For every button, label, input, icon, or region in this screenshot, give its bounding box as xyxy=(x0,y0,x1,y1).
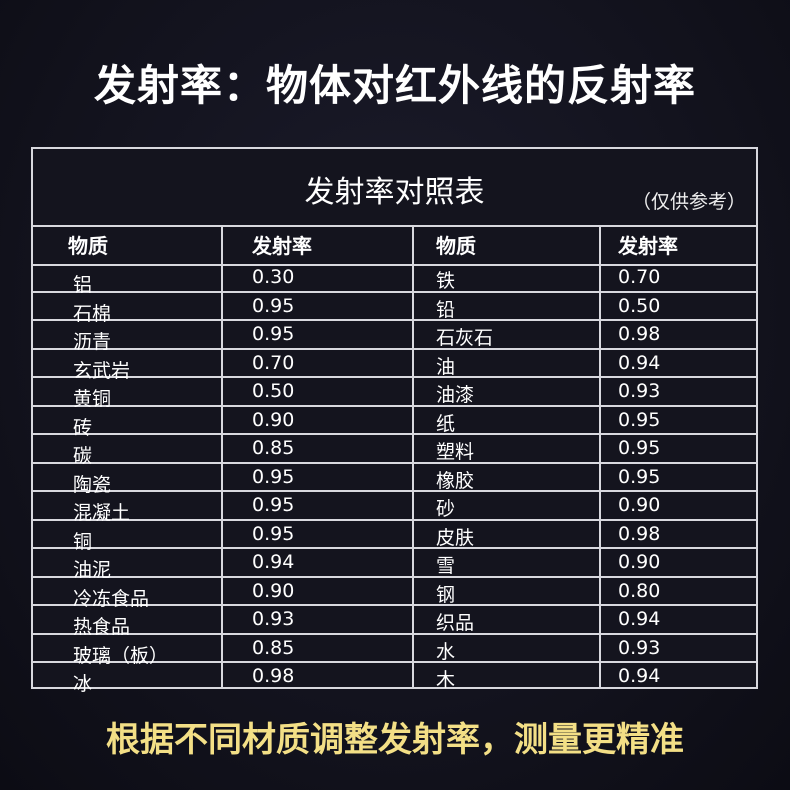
cell-substance: 雪 xyxy=(436,555,456,577)
header-substance: 物质 xyxy=(68,234,108,258)
cell-emissivity: 0.30 xyxy=(252,266,295,288)
table-row: 冷冻食品 0.90 钢 0.80 xyxy=(33,578,756,610)
cell-substance: 木 xyxy=(436,669,456,691)
cell-emissivity: 0.93 xyxy=(618,636,661,659)
cell-substance: 油漆 xyxy=(436,384,475,406)
cell-substance: 冰 xyxy=(73,673,93,695)
cell-emissivity: 0.93 xyxy=(618,380,661,402)
cell-substance: 铁 xyxy=(436,270,456,292)
table-row: 沥青 0.95 石灰石 0.98 xyxy=(33,321,756,353)
cell-emissivity: 0.98 xyxy=(618,323,661,345)
column-divider xyxy=(221,225,223,687)
column-divider xyxy=(412,225,414,687)
cell-emissivity: 0.90 xyxy=(252,408,295,431)
cell-emissivity: 0.50 xyxy=(618,294,661,317)
cell-emissivity: 0.93 xyxy=(252,608,295,630)
cell-substance: 织品 xyxy=(436,612,475,634)
cell-emissivity: 0.95 xyxy=(252,294,295,317)
table-row: 铜 0.95 皮肤 0.98 xyxy=(33,521,756,553)
header-substance: 物质 xyxy=(436,234,476,258)
cell-emissivity: 0.85 xyxy=(252,636,295,659)
table-row: 冰 0.98 木 0.94 xyxy=(33,663,756,695)
table-row: 碳 0.85 塑料 0.95 xyxy=(33,435,756,467)
table-title-row: 发射率对照表 （仅供参考） xyxy=(33,149,756,227)
cell-substance: 碳 xyxy=(73,445,93,467)
table-row: 陶瓷 0.95 橡胶 0.95 xyxy=(33,464,756,496)
cell-emissivity: 0.70 xyxy=(618,266,661,288)
cell-emissivity: 0.94 xyxy=(618,665,661,687)
cell-emissivity: 0.50 xyxy=(252,380,295,402)
cell-substance: 沥青 xyxy=(73,331,112,353)
cell-emissivity: 0.95 xyxy=(618,437,661,459)
cell-substance: 皮肤 xyxy=(436,526,475,549)
cell-substance: 玻璃（板） xyxy=(73,644,169,667)
cell-emissivity: 0.95 xyxy=(618,408,661,431)
table-body: 铝 0.30 铁 0.70 石棉 0.95 铅 0.50 沥青 0.95 石灰石 0.98 玄武岩 0.7… xyxy=(33,264,756,695)
cell-emissivity: 0.90 xyxy=(618,494,661,516)
table-row: 铝 0.30 铁 0.70 xyxy=(33,264,756,296)
cell-emissivity: 0.90 xyxy=(618,551,661,573)
cell-substance: 钢 xyxy=(436,583,456,606)
cell-substance: 纸 xyxy=(436,412,456,435)
cell-emissivity: 0.98 xyxy=(252,665,295,687)
cell-emissivity: 0.95 xyxy=(252,323,295,345)
cell-emissivity: 0.95 xyxy=(618,465,661,488)
cell-emissivity: 0.95 xyxy=(252,522,295,545)
column-divider xyxy=(599,225,601,687)
cell-substance: 热食品 xyxy=(73,616,131,638)
cell-substance: 油 xyxy=(436,355,456,378)
table-row: 砖 0.90 纸 0.95 xyxy=(33,407,756,439)
cell-emissivity: 0.98 xyxy=(618,522,661,545)
cell-substance: 铅 xyxy=(436,298,456,321)
cell-substance: 混凝土 xyxy=(73,502,131,524)
cell-substance: 黄铜 xyxy=(73,388,112,410)
table-row: 黄铜 0.50 油漆 0.93 xyxy=(33,378,756,410)
cell-substance: 石灰石 xyxy=(436,327,494,349)
cell-substance: 砖 xyxy=(73,416,93,439)
cell-emissivity: 0.95 xyxy=(252,494,295,516)
emissivity-table: 发射率对照表 （仅供参考） 物质 发射率 物质 发射率 铝 0.30 铁 0.70 石棉… xyxy=(31,147,758,695)
table-note: （仅供参考） xyxy=(631,191,746,213)
cell-substance: 冷冻食品 xyxy=(73,587,150,610)
header-emissivity: 发射率 xyxy=(618,234,678,258)
cell-substance: 橡胶 xyxy=(436,469,475,492)
headline: 发射率：物体对红外线的反射率 xyxy=(93,61,696,110)
cell-substance: 油泥 xyxy=(73,559,112,581)
cell-substance: 陶瓷 xyxy=(73,473,112,496)
table-header-row: 物质 发射率 物质 发射率 xyxy=(33,225,756,266)
cell-emissivity: 0.70 xyxy=(252,351,295,374)
cell-substance: 塑料 xyxy=(436,441,475,463)
table-row: 油泥 0.94 雪 0.90 xyxy=(33,549,756,581)
cell-emissivity: 0.95 xyxy=(252,465,295,488)
table-title: 发射率对照表 xyxy=(304,175,485,210)
header-emissivity: 发射率 xyxy=(252,234,312,258)
cell-substance: 砂 xyxy=(436,498,456,520)
cell-emissivity: 0.94 xyxy=(252,551,295,573)
cell-emissivity: 0.80 xyxy=(618,579,661,602)
footer-tagline: 根据不同材质调整发射率，测量更精准 xyxy=(106,720,684,760)
cell-emissivity: 0.90 xyxy=(252,579,295,602)
table-row: 热食品 0.93 织品 0.94 xyxy=(33,606,756,638)
table-row: 玻璃（板） 0.85 水 0.93 xyxy=(33,635,756,667)
cell-emissivity: 0.94 xyxy=(618,608,661,630)
cell-substance: 玄武岩 xyxy=(73,359,131,382)
cell-emissivity: 0.85 xyxy=(252,437,295,459)
cell-emissivity: 0.94 xyxy=(618,351,661,374)
cell-substance: 铝 xyxy=(73,274,93,296)
cell-substance: 水 xyxy=(436,640,456,663)
table-row: 石棉 0.95 铅 0.50 xyxy=(33,293,756,325)
cell-substance: 石棉 xyxy=(73,302,112,325)
table-row: 混凝土 0.95 砂 0.90 xyxy=(33,492,756,524)
cell-substance: 铜 xyxy=(73,530,93,553)
table-row: 玄武岩 0.70 油 0.94 xyxy=(33,350,756,382)
